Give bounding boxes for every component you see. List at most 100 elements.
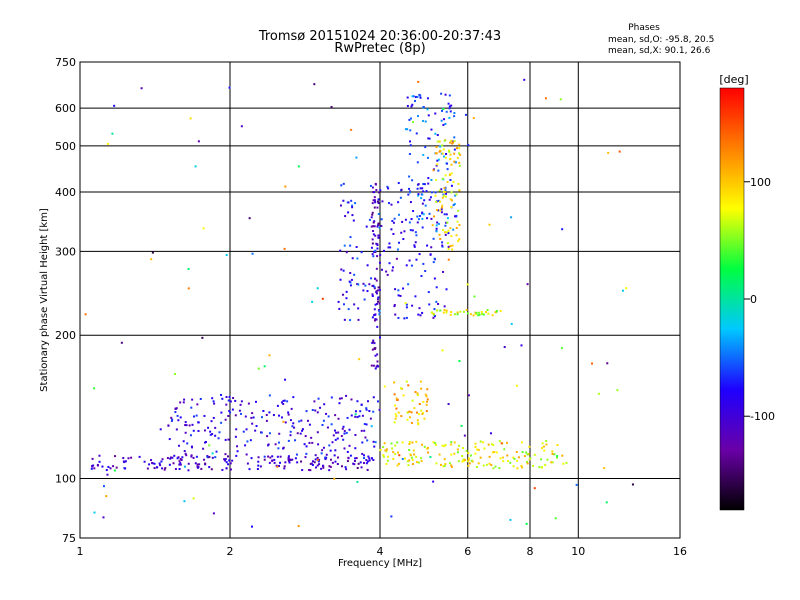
data-point — [396, 398, 399, 401]
data-point — [385, 450, 388, 453]
data-point — [301, 429, 304, 432]
data-point — [329, 458, 332, 461]
data-point — [209, 433, 212, 436]
data-point — [457, 209, 460, 212]
data-point — [544, 97, 547, 100]
data-point — [170, 416, 173, 419]
data-point — [413, 407, 416, 410]
data-point — [305, 452, 308, 455]
data-point — [452, 180, 455, 183]
data-point — [127, 457, 130, 460]
data-point — [437, 158, 440, 161]
data-point — [300, 460, 303, 463]
data-point — [408, 442, 411, 445]
data-point — [349, 284, 352, 287]
data-point — [105, 495, 108, 498]
data-point — [287, 411, 290, 414]
data-point — [445, 288, 448, 291]
data-point — [487, 443, 490, 446]
data-point — [418, 253, 421, 256]
data-point — [445, 213, 448, 216]
data-point — [474, 442, 477, 445]
data-point — [482, 441, 485, 444]
data-point — [192, 429, 195, 432]
data-point — [523, 455, 526, 458]
data-point — [443, 139, 446, 142]
data-point — [410, 456, 413, 459]
data-point — [106, 473, 109, 476]
data-point — [440, 211, 443, 214]
data-point — [434, 441, 437, 444]
data-point — [297, 165, 300, 168]
data-point — [176, 414, 179, 417]
data-point — [300, 419, 303, 422]
data-point — [408, 221, 411, 224]
data-point — [124, 460, 127, 463]
data-point — [374, 303, 377, 306]
data-point — [316, 458, 319, 461]
data-point — [455, 234, 458, 237]
x-axis-label: Frequency [MHz] — [338, 558, 422, 569]
data-point — [377, 198, 380, 201]
data-point — [443, 445, 446, 448]
data-point — [415, 258, 418, 261]
data-point — [435, 286, 438, 289]
data-point — [346, 450, 349, 453]
data-point — [240, 125, 243, 128]
data-point — [150, 459, 153, 462]
data-point — [440, 206, 443, 209]
phases-header: Phases — [628, 23, 660, 33]
data-point — [441, 245, 444, 248]
data-point — [184, 452, 187, 455]
data-point — [556, 456, 559, 459]
data-point — [423, 183, 426, 186]
data-point — [356, 400, 359, 403]
data-point — [349, 272, 352, 275]
data-point — [469, 454, 472, 457]
data-point — [411, 399, 414, 402]
data-point — [171, 456, 174, 459]
data-point — [403, 230, 406, 233]
data-point — [454, 194, 457, 197]
data-point — [450, 235, 453, 238]
data-point — [228, 459, 231, 462]
data-point — [426, 400, 429, 403]
data-point — [491, 443, 494, 446]
data-point — [310, 436, 313, 439]
data-point — [408, 187, 411, 190]
data-point — [561, 454, 564, 457]
y-tick-label: 300 — [55, 245, 76, 258]
data-point — [392, 221, 395, 224]
data-point — [375, 318, 378, 321]
data-point — [211, 456, 214, 459]
data-point — [454, 215, 457, 218]
data-point — [248, 468, 251, 471]
data-point — [360, 466, 363, 469]
data-point — [195, 455, 198, 458]
data-point — [322, 466, 325, 469]
data-point — [331, 441, 334, 444]
data-point — [517, 456, 520, 459]
data-point — [377, 191, 380, 194]
data-point — [349, 236, 352, 239]
data-point — [210, 468, 213, 471]
data-point — [190, 406, 193, 409]
data-point — [176, 457, 179, 460]
data-point — [340, 397, 343, 400]
data-point — [448, 149, 451, 152]
data-point — [453, 152, 456, 155]
data-point — [380, 268, 383, 271]
data-point — [311, 464, 314, 467]
data-point — [362, 461, 365, 464]
data-point — [414, 295, 417, 298]
data-point — [454, 160, 457, 163]
data-point — [322, 446, 325, 449]
data-point — [260, 416, 263, 419]
data-point — [449, 313, 452, 316]
data-point — [239, 403, 242, 406]
data-point — [424, 270, 427, 273]
data-point — [221, 397, 224, 400]
data-point — [465, 449, 468, 452]
data-point — [170, 419, 173, 422]
data-point — [247, 402, 250, 405]
